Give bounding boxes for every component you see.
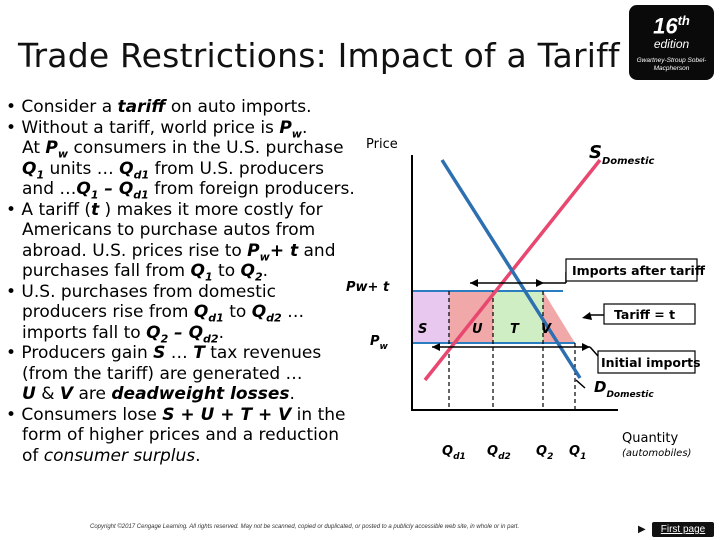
edition-number: 16th xyxy=(653,13,690,39)
x-axis-note: (automobiles) xyxy=(622,448,691,459)
first-page-button[interactable]: First page xyxy=(638,522,714,537)
area-v-label: V xyxy=(541,322,552,337)
y-axis-label: Price xyxy=(366,137,398,152)
edition-authors: Gwartney-Stroup Sobel-Macpherson xyxy=(636,57,707,73)
q-1-label: Q1 xyxy=(569,444,586,462)
bullet-line: • Consider a tariff on auto imports. xyxy=(6,97,312,117)
edition-word: edition xyxy=(653,37,690,52)
bullet-line: • U.S. purchases from domestic xyxy=(6,281,276,302)
world-price-label: Pw xyxy=(370,334,389,352)
tariff-label: Tariff = t xyxy=(614,307,675,322)
bullet-line: purchases fall from Q1 to Q2. xyxy=(22,261,269,284)
demand-label: DDomestic xyxy=(594,378,654,400)
copyright-notice: Copyright ©2017 Cengage Learning. All ri… xyxy=(90,524,520,530)
bullet-line: • A tariff (t ) makes it more costly for xyxy=(6,199,323,220)
imports-after-tariff-box xyxy=(565,258,698,282)
q-d1-label: Qd1 xyxy=(442,444,466,462)
bullet-line: and …Q1 – Qd1 from foreign producers. xyxy=(22,179,355,202)
demand-curve xyxy=(440,159,582,379)
supply-label: SDomestic xyxy=(589,142,655,167)
imports-after-tariff-label: Imports after tariff xyxy=(572,263,706,278)
bullet-line: U & V are deadweight losses. xyxy=(22,384,295,404)
bullet-line: abroad. U.S. prices rise to Pw+ t and xyxy=(22,240,336,263)
bullet-line: producers rise from Qd1 to Qd2 … xyxy=(22,302,305,325)
q-d2-label: Qd2 xyxy=(487,444,511,462)
bullet-line: • Consumers lose S + U + T + V in the xyxy=(6,404,346,425)
bullet-list: • Consider a tariff on auto imports. • Wi… xyxy=(6,97,355,466)
bullet-line: • Without a tariff, world price is Pw. xyxy=(6,117,308,140)
tariff-box xyxy=(603,303,696,325)
slide-title: Trade Restrictions: Impact of a Tariff xyxy=(18,36,620,75)
bullet-line: • Producers gain S … T tax revenues xyxy=(6,343,322,363)
first-page-label: First page xyxy=(660,524,706,535)
area-s-label: S xyxy=(418,322,427,337)
bullet-line: form of higher prices and a reduction xyxy=(22,425,340,445)
price-tariff-label: Pw+ t xyxy=(346,280,390,295)
initial-imports-label: Initial imports xyxy=(601,355,701,370)
area-u-deadweight xyxy=(449,291,493,343)
bullet-line: of consumer surplus. xyxy=(22,445,201,466)
bullet-line: At Pw consumers in the U.S. purchase xyxy=(22,138,344,161)
bullet-line: Americans to purchase autos from xyxy=(22,220,316,240)
edition-badge: 16th edition Gwartney-Stroup Sobel-Macph… xyxy=(629,5,714,80)
bullet-line: (from the tariff) are generated … xyxy=(22,363,303,384)
x-axis-label: Quantity xyxy=(622,431,678,446)
area-u-label: U xyxy=(472,322,483,337)
bullet-line: imports fall to Q2 – Qd2. xyxy=(22,322,224,345)
area-t-label: T xyxy=(510,322,520,337)
area-s-producer-gain xyxy=(413,291,449,343)
q-2-label: Q2 xyxy=(536,444,553,462)
initial-imports-box xyxy=(597,350,696,374)
area-t-tax-revenue xyxy=(493,291,543,343)
bullet-line: Q1 units … Qd1 from U.S. producers xyxy=(22,158,324,181)
